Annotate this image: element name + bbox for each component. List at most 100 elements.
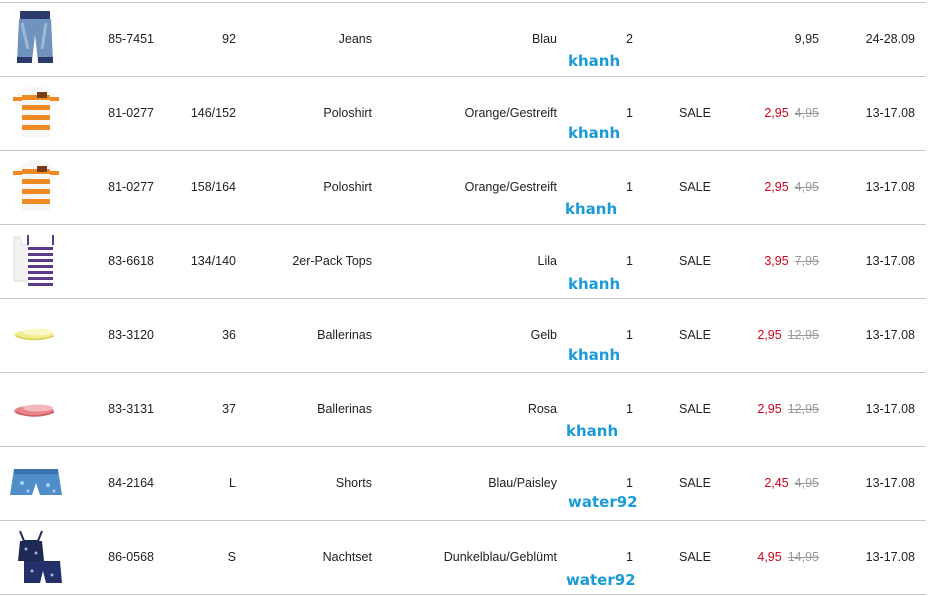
sale-price: 2,95 (764, 180, 789, 194)
sale-price: 3,95 (764, 254, 789, 268)
quantity: 2 (626, 32, 633, 46)
delivery-date: 13-17.08 (865, 476, 915, 490)
color: Orange/Gestreift (464, 106, 557, 120)
size: 36 (222, 328, 236, 342)
sale-badge: SALE (679, 106, 711, 120)
article-number: 85-7451 (108, 32, 154, 46)
article-number: 83-3131 (108, 402, 154, 416)
pink-ballerinas-thumbnail[interactable] (6, 379, 66, 439)
color: Orange/Gestreift (464, 180, 557, 194)
product-name: Shorts (335, 476, 372, 490)
quantity: 1 (626, 402, 633, 416)
original-price: 4,95 (794, 106, 819, 120)
price: 2,95 4,95 (764, 151, 819, 224)
price: 3,95 7,95 (764, 225, 819, 298)
watermark-text: water92 (566, 571, 636, 589)
color: Blau/Paisley (488, 476, 557, 490)
product-name: Ballerinas (317, 328, 372, 342)
product-name: Poloshirt (323, 106, 372, 120)
watermark-text: khanh (566, 422, 619, 440)
size: 146/152 (190, 106, 236, 120)
price: 2,95 12,95 (757, 373, 819, 446)
original-price: 4,95 (794, 476, 819, 490)
quantity: 1 (626, 180, 633, 194)
article-number: 83-3120 (108, 328, 154, 342)
size: 92 (222, 32, 236, 46)
delivery-date: 13-17.08 (865, 106, 915, 120)
poloshirt-thumbnail[interactable] (6, 157, 66, 217)
jeans-thumbnail[interactable] (6, 9, 66, 69)
delivery-date: 13-17.08 (865, 402, 915, 416)
color: Gelb (530, 328, 557, 342)
table-row: 86-0568 S Nachtset Dunkelblau/Geblümt 1 … (0, 520, 926, 595)
watermark-text: khanh (568, 124, 621, 142)
original-price: 7,95 (794, 254, 819, 268)
tops-thumbnail[interactable] (6, 231, 66, 291)
delivery-date: 13-17.08 (865, 550, 915, 564)
sale-price: 2,95 (757, 402, 782, 416)
article-number: 81-0277 (108, 106, 154, 120)
table-row: 84-2164 L Shorts Blau/Paisley 1 SALE 2,4… (0, 446, 926, 520)
table-row: 85-7451 92 Jeans Blau 2 9,95 24-28.09 kh… (0, 2, 926, 76)
table-row: 81-0277 158/164 Poloshirt Orange/Gestrei… (0, 150, 926, 224)
size: S (227, 550, 236, 564)
product-name: Jeans (338, 32, 372, 46)
product-name: Poloshirt (323, 180, 372, 194)
price: 4,95 14,95 (757, 521, 819, 594)
current-price: 9,95 (794, 32, 819, 46)
watermark-text: khanh (568, 275, 621, 293)
table-row: 83-3131 37 Ballerinas Rosa 1 SALE 2,95 12… (0, 372, 926, 446)
article-number: 81-0277 (108, 180, 154, 194)
sale-price: 2,95 (764, 106, 789, 120)
article-number: 83-6618 (108, 254, 154, 268)
table-row: 83-6618 134/140 2er-Pack Tops Lila 1 SAL… (0, 224, 926, 298)
product-name: Nachtset (322, 550, 372, 564)
color: Rosa (527, 402, 557, 416)
delivery-date: 13-17.08 (865, 254, 915, 268)
original-price: 14,95 (787, 550, 819, 564)
watermark-text: water92 (568, 493, 638, 511)
quantity: 1 (626, 476, 633, 490)
color: Blau (531, 32, 557, 46)
size: 158/164 (190, 180, 236, 194)
size: 134/140 (190, 254, 236, 268)
table-row: 81-0277 146/152 Poloshirt Orange/Gestrei… (0, 76, 926, 150)
article-number: 84-2164 (108, 476, 154, 490)
shorts-thumbnail[interactable] (6, 453, 66, 513)
price: 9,95 (795, 3, 819, 76)
delivery-date: 13-17.08 (865, 180, 915, 194)
yellow-ballerinas-thumbnail[interactable] (6, 305, 66, 365)
sale-badge: SALE (679, 402, 711, 416)
quantity: 1 (626, 328, 633, 342)
size: L (229, 476, 236, 490)
poloshirt-thumbnail[interactable] (6, 83, 66, 143)
sale-badge: SALE (679, 476, 711, 490)
sale-price: 2,45 (764, 476, 789, 490)
quantity: 1 (626, 550, 633, 564)
sale-badge: SALE (679, 180, 711, 194)
quantity: 1 (626, 254, 633, 268)
color: Lila (537, 254, 557, 268)
product-name: Ballerinas (317, 402, 372, 416)
size: 37 (222, 402, 236, 416)
table-row: 83-3120 36 Ballerinas Gelb 1 SALE 2,95 12… (0, 298, 926, 372)
original-price: 12,95 (787, 328, 819, 342)
sale-price: 2,95 (757, 328, 782, 342)
watermark-text: khanh (568, 346, 621, 364)
nightwear-thumbnail[interactable] (6, 527, 66, 587)
sale-price: 4,95 (757, 550, 782, 564)
sale-badge: SALE (679, 328, 711, 342)
delivery-date: 24-28.09 (865, 32, 915, 46)
product-name: 2er-Pack Tops (292, 254, 372, 268)
watermark-text: khanh (565, 200, 618, 218)
sale-badge: SALE (679, 254, 711, 268)
quantity: 1 (626, 106, 633, 120)
sale-badge: SALE (679, 550, 711, 564)
original-price: 4,95 (794, 180, 819, 194)
watermark-text: khanh (568, 52, 621, 70)
original-price: 12,95 (787, 402, 819, 416)
delivery-date: 13-17.08 (865, 328, 915, 342)
color: Dunkelblau/Geblümt (443, 550, 557, 564)
price: 2,45 4,95 (764, 447, 819, 520)
